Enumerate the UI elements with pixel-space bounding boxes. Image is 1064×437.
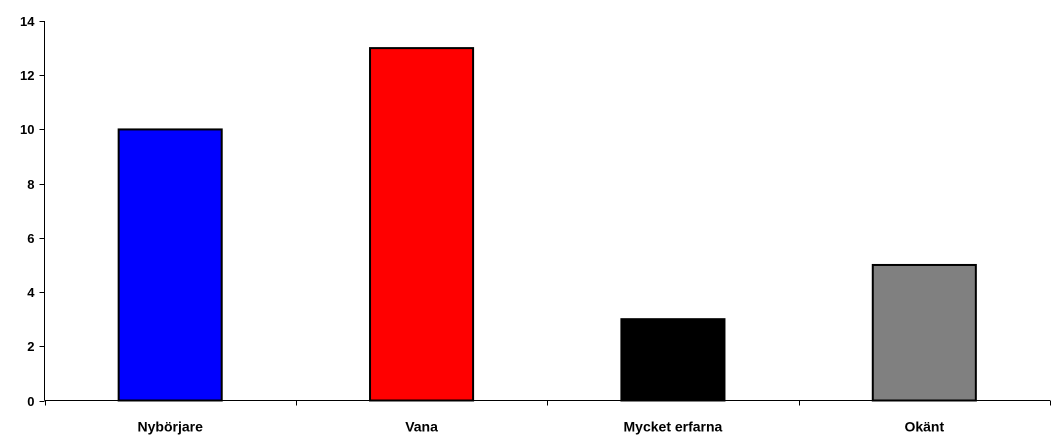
y-tick-label: 4 [27,285,35,300]
y-axis-labels: 0 2 4 6 8 10 12 14 [20,14,35,409]
y-axis-ticks [39,21,45,402]
bar [369,47,475,402]
x-category-label: Mycket erfarna [624,419,723,435]
y-tick-label: 10 [20,122,34,137]
x-axis-ticks [45,400,1051,406]
y-tick-label: 2 [27,339,34,354]
x-axis-labels: Nybörjare Vana Mycket erfarna Okänt [138,419,945,435]
y-tick-label: 8 [27,177,34,192]
x-category-label: Nybörjare [138,419,204,435]
y-tick-label: 0 [27,394,34,409]
bars [117,47,977,402]
bar [620,318,726,402]
bar [871,263,977,402]
y-tick-label: 12 [20,68,34,83]
y-tick-label: 14 [20,14,35,29]
y-tick-label: 6 [27,231,34,246]
x-category-label: Vana [405,419,438,435]
x-category-label: Okänt [904,419,944,435]
bar [117,128,223,402]
